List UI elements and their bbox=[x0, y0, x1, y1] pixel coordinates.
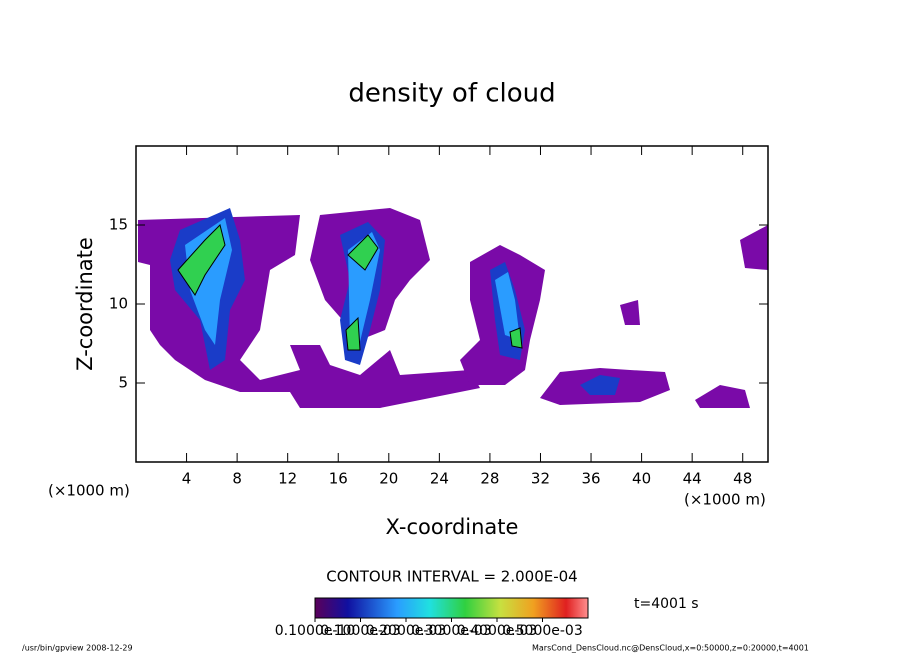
x-tick-label: 8 bbox=[232, 470, 242, 488]
colorbar-tick-label: 0.1000e-03 bbox=[320, 623, 400, 639]
y-axis-label: Z-coordinate bbox=[73, 237, 97, 371]
colorbar-tick-label: 0.2000e-03 bbox=[366, 623, 446, 639]
colorbar-tick-label: 0.1000e-10 bbox=[275, 623, 355, 639]
x-tick-label: 4 bbox=[182, 470, 192, 488]
x-tick-label: 44 bbox=[683, 470, 702, 488]
chart-title: density of cloud bbox=[348, 79, 555, 109]
cloud-field bbox=[138, 208, 768, 408]
x-unit: (×1000 m) bbox=[48, 482, 130, 500]
y-tick-label: 15 bbox=[109, 216, 128, 234]
footer-right: MarsCond_DensCloud.nc@DensCloud,x=0:5000… bbox=[532, 644, 809, 653]
y-tick-label: 5 bbox=[118, 374, 128, 392]
x-unit: (×1000 m) bbox=[684, 491, 766, 509]
x-tick-label: 24 bbox=[430, 470, 449, 488]
x-tick-label: 12 bbox=[278, 470, 297, 488]
x-tick-label: 36 bbox=[581, 470, 600, 488]
colorbar-tick-label: 0.3000e-03 bbox=[411, 623, 491, 639]
time-label: t=4001 s bbox=[634, 596, 699, 612]
contour-interval: CONTOUR INTERVAL = 2.000E-04 bbox=[326, 568, 577, 586]
footer-left: /usr/bin/gpview 2008-12-29 bbox=[22, 644, 133, 653]
x-tick-label: 40 bbox=[632, 470, 651, 488]
x-tick-label: 32 bbox=[531, 470, 550, 488]
x-tick-label: 28 bbox=[480, 470, 499, 488]
y-tick-label: 10 bbox=[109, 295, 128, 313]
colorbar bbox=[314, 597, 589, 619]
x-axis-label: X-coordinate bbox=[386, 515, 519, 539]
x-tick-label: 20 bbox=[379, 470, 398, 488]
colorbar-tick-label: 0.4000e-03 bbox=[457, 623, 537, 639]
x-tick-label: 48 bbox=[733, 470, 752, 488]
colorbar-tick-label: 0.5000e-03 bbox=[502, 623, 582, 639]
x-tick-label: 16 bbox=[329, 470, 348, 488]
